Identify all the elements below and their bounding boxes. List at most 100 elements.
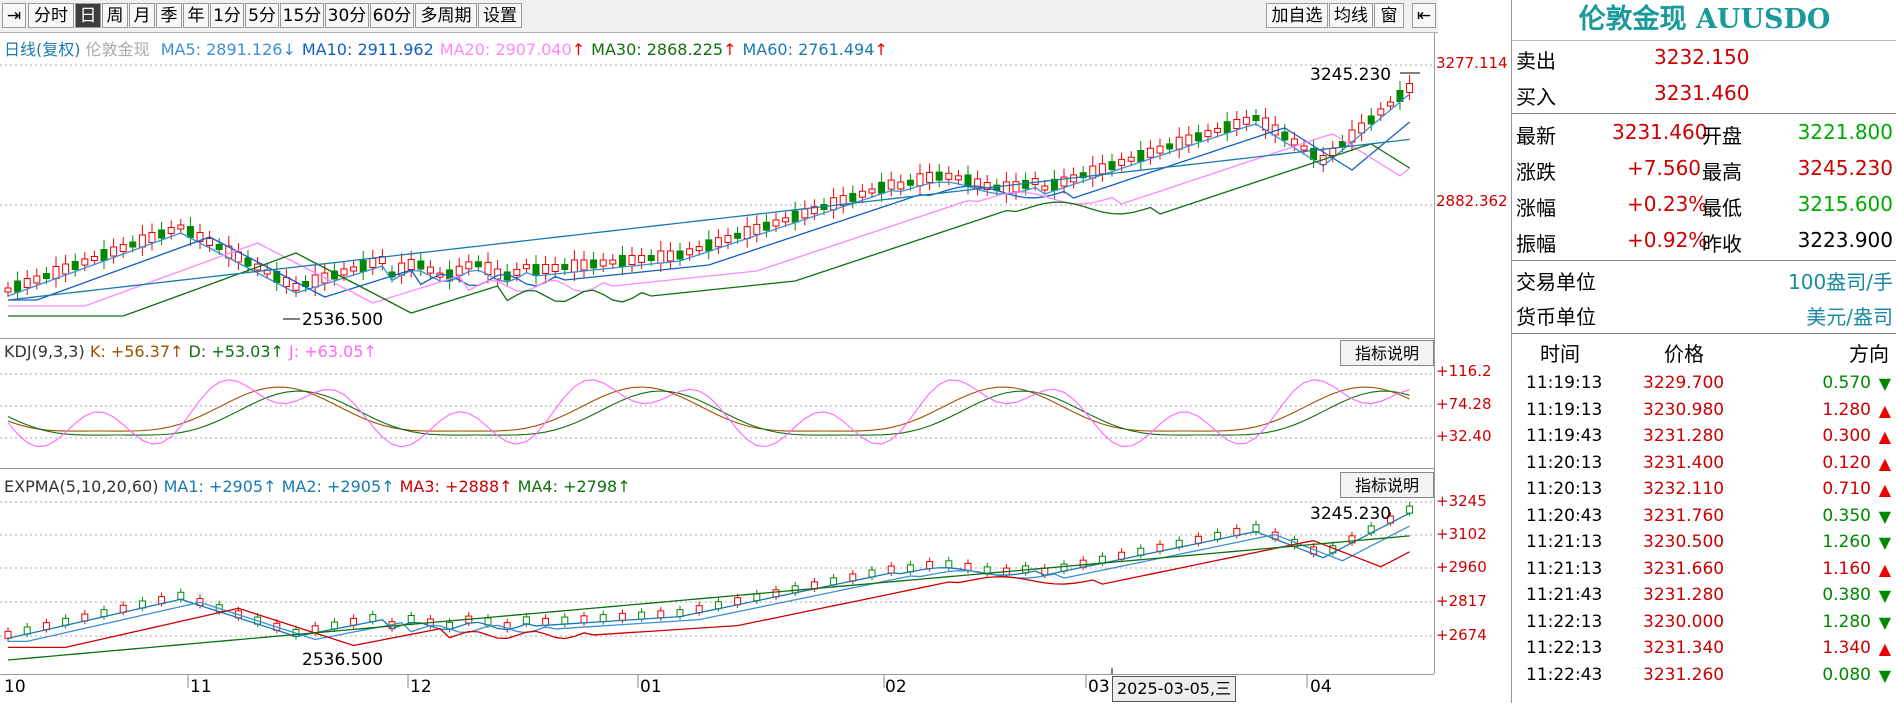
tick-volume: 1.280 [1822,399,1871,420]
expma-title: EXPMA(5,10,20,60) [4,477,159,496]
tick-price: 3232.110 [1643,479,1725,499]
kdj-k: K: +56.37↑ [89,342,184,361]
period-tab[interactable]: 季 [156,3,182,28]
ma-direction: ↑ [571,40,586,59]
chart-symbol: 伦敦金现 [85,40,150,59]
tick-price: 3231.760 [1643,505,1725,526]
open-label: 开盘 [1702,124,1742,148]
buy-label: 买入 [1516,85,1556,109]
tick-volume: 0.710 [1822,479,1871,499]
up-arrow-icon: ▲ [1878,559,1891,579]
tick-row[interactable]: 11:22:43 3231.260 0.080 ▼ [1512,665,1896,691]
collapse-left-icon[interactable]: ⇥ [2,3,26,28]
tick-price: 3231.260 [1643,664,1725,685]
ma-label: MA10: 2911.962 [301,40,434,59]
up-arrow-icon: ▲ [1878,400,1891,420]
prev-label: 昨收 [1702,232,1742,256]
currency-value: 美元/盎司 [1806,305,1893,329]
latest-value: 3231.460 [1612,120,1708,144]
tick-row[interactable]: 11:21:13 3231.660 1.160 ▲ [1512,559,1896,585]
tick-volume: 1.260 [1822,532,1871,552]
x-tick-label: 02 [885,677,907,697]
period-toolbar: ⇥ 分时日周月季年 1分 5分 15分 30分 60分 多周期 设置 加自选 均线窗 ⇤ [0,0,1438,33]
period-tab[interactable]: 周 [102,3,128,28]
tick-volume: 0.080 [1822,664,1871,685]
tick-time: 11:21:43 [1526,585,1603,605]
period-tab[interactable]: 日 [75,3,101,28]
tick-time: 11:22:13 [1526,638,1603,658]
toolbar-right-button[interactable]: 均线 [1329,3,1373,28]
period-tab[interactable]: 分时 [28,3,74,28]
tick-row[interactable]: 11:21:13 3230.500 1.260 ▼ [1512,532,1896,558]
chart-area[interactable]: ⇥ 分时日周月季年 1分 5分 15分 30分 60分 多周期 设置 加自选 均线窗 ⇤ 日线(… [0,0,1508,704]
tick-volume: 1.340 [1822,638,1871,658]
period-tab[interactable]: 年 [183,3,209,28]
prev-value: 3223.900 [1797,228,1893,252]
change-value: +7.560 [1627,156,1702,180]
quote-panel: 伦敦金现 AUUSDO 卖出 3232.150 买入 3231.460 最新 3… [1511,0,1896,703]
tick-row[interactable]: 11:21:43 3231.280 0.380 ▼ [1512,585,1896,611]
ma-header: 日线(复权) 伦敦金现 MA5: 2891.126↓ MA10: 2911.962… [4,36,888,60]
tick-row[interactable]: 11:20:43 3231.760 0.350 ▼ [1512,506,1896,532]
amp-label: 振幅 [1516,232,1556,256]
tick-row[interactable]: 11:22:13 3230.000 1.280 ▼ [1512,612,1896,638]
x-tick-label: 10 [4,677,26,697]
kdj-explain-button[interactable]: 指标说明 [1340,340,1434,366]
tick-row[interactable]: 11:22:13 3231.340 1.340 ▲ [1512,638,1896,664]
expma-y-label: +3245 [1436,492,1487,510]
kdj-panel[interactable]: KDJ(9,3,3) K: +56.37↑ D: +53.03↑ J: +63.… [0,338,1435,469]
tick-row[interactable]: 11:19:13 3229.700 0.570 ▼ [1512,373,1896,399]
tick-price: 3231.280 [1643,426,1725,446]
expand-right-icon[interactable]: ⇤ [1412,3,1436,28]
ticks-header-direction: 方向 [1849,342,1889,366]
tick-price: 3230.980 [1643,399,1725,420]
pct-value: +0.23% [1627,192,1708,216]
tick-time: 11:20:13 [1526,479,1603,499]
tick-price: 3231.340 [1643,638,1725,658]
tick-price: 3229.700 [1643,373,1725,393]
tick-row[interactable]: 11:20:13 3232.110 0.710 ▲ [1512,479,1896,505]
low-label: 最低 [1702,196,1742,220]
main-kline-panel[interactable]: 日线(复权) 伦敦金现 MA5: 2891.126↓ MA10: 2911.962… [0,33,1435,338]
tick-time: 11:21:13 [1526,558,1603,579]
expma-y-label: +2674 [1436,626,1487,644]
kdj-y-label: +74.28 [1436,395,1492,413]
tick-price: 3230.000 [1643,611,1725,632]
kdj-y-label: +116.2 [1436,362,1492,380]
period-tab[interactable]: 5分 [245,3,279,28]
unit-value: 100盎司/手 [1788,270,1893,294]
ma-direction: ↑ [723,40,737,59]
down-arrow-icon: ▼ [1878,586,1891,605]
tick-time: 11:20:43 [1526,505,1603,526]
x-tick-label: 01 [640,677,662,697]
period-tab[interactable]: 30分 [325,3,369,28]
tick-row[interactable]: 11:19:43 3231.280 0.300 ▲ [1512,426,1896,452]
down-arrow-icon: ▼ [1878,665,1891,685]
expma-panel[interactable]: EXPMA(5,10,20,60) MA1: +2905↑ MA2: +2905… [0,468,1435,674]
x-axis: 10 11 12 01 02 03 04 2025-03-05,三 [0,674,1434,704]
period-tab[interactable]: 15分 [280,3,324,28]
tick-time: 11:20:13 [1526,452,1603,473]
tick-time: 11:19:13 [1526,399,1603,420]
latest-label: 最新 [1516,124,1556,148]
pct-label: 涨幅 [1516,196,1556,220]
sell-price: 3232.150 [1654,45,1750,69]
main-y-label: 3277.114 [1436,54,1508,72]
toolbar-right-button[interactable]: 加自选 [1266,3,1328,28]
up-arrow-icon: ▲ [1878,480,1891,499]
amp-value: +0.92% [1627,228,1708,252]
x-tick-label: 03 [1088,677,1110,697]
period-tab[interactable]: 设置 [478,3,522,28]
kdj-y-label: +32.40 [1436,427,1492,445]
period-tab[interactable]: 60分 [370,3,414,28]
expma-header: EXPMA(5,10,20,60) MA1: +2905↑ MA2: +2905… [4,477,631,496]
expma-explain-button[interactable]: 指标说明 [1340,472,1434,498]
quote-title: 伦敦金现 AUUSDO [1578,4,1831,35]
tick-row[interactable]: 11:19:13 3230.980 1.280 ▲ [1512,400,1896,426]
toolbar-right-button[interactable]: 窗 [1374,3,1404,28]
period-tab[interactable]: 月 [129,3,155,28]
period-tab[interactable]: 1分 [210,3,244,28]
x-tick-label: 12 [410,677,432,697]
tick-row[interactable]: 11:20:13 3231.400 0.120 ▲ [1512,453,1896,479]
period-tab[interactable]: 多周期 [415,3,477,28]
